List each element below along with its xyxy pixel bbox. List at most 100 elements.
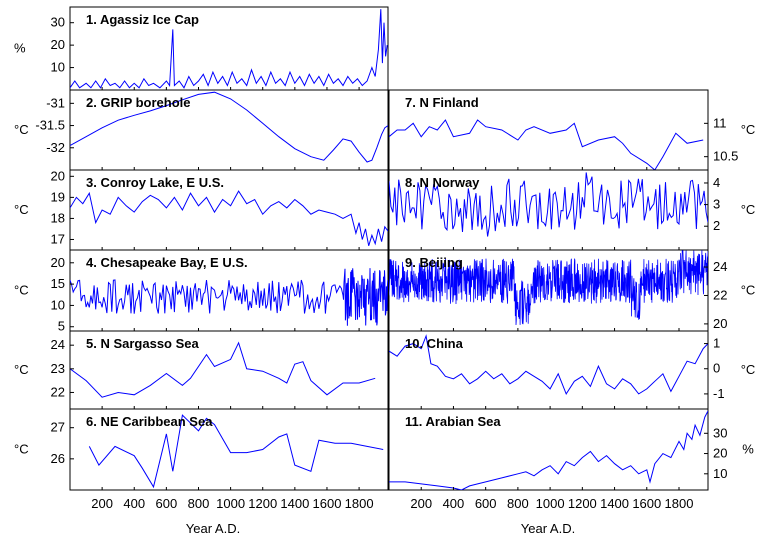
x-tick-label: 1200 <box>248 496 277 511</box>
panel-1: 10 20 30 1. Agassiz Ice Cap% <box>14 6 389 91</box>
y-tick-label: -31.5 <box>35 118 65 133</box>
x-tick-labels: 200 400 600 800 1000 1200 1400 1600 1800 200 400 60… <box>91 496 693 511</box>
panel-title: 10. China <box>405 336 464 351</box>
panel-3: 17 18 19 20 3. Conroy Lake, E U.S. °C <box>14 168 389 251</box>
panel-frame <box>69 6 389 91</box>
y-tick-label: 15 <box>51 276 65 291</box>
x-tick-label: 1200 <box>568 496 597 511</box>
series-line <box>389 250 708 326</box>
x-tick-label: 600 <box>156 496 178 511</box>
x-tick-label: 1000 <box>216 496 245 511</box>
unit-label: °C <box>14 202 29 217</box>
x-tick-label: 1800 <box>665 496 694 511</box>
panel-title: 5. N Sargasso Sea <box>86 336 199 351</box>
unit-label: °C <box>14 283 29 298</box>
series-line <box>70 91 388 163</box>
series-line <box>389 410 708 490</box>
x-tick-label: 400 <box>123 496 145 511</box>
panel-frame <box>388 169 709 251</box>
y-tick-label: 20 <box>51 255 65 270</box>
panel-title: 6. NE Caribbean Sea <box>86 414 213 429</box>
x-tick-label: 800 <box>188 496 210 511</box>
y-tick-label: -32 <box>46 140 65 155</box>
y-tick-label: 30 <box>713 425 727 440</box>
unit-label: °C <box>741 122 756 137</box>
y-tick-label: 10 <box>51 297 65 312</box>
panel-frame <box>69 330 389 410</box>
y-tick-label: 22 <box>713 287 727 302</box>
unit-label: °C <box>741 283 756 298</box>
panel-10: -1 0 1 10. China °C <box>388 330 756 410</box>
y-tick-label: 10 <box>51 60 65 75</box>
unit-label: °C <box>14 362 29 377</box>
panel-frame <box>69 89 389 171</box>
x-tick-label: 400 <box>443 496 465 511</box>
y-tick-label: 5 <box>58 319 65 334</box>
y-tick-label: -31 <box>46 95 65 110</box>
y-tick-label: -1 <box>713 386 725 401</box>
y-tick-label: 19 <box>51 189 65 204</box>
x-tick-label: 200 <box>410 496 432 511</box>
panel-8: 2 3 4 8. N Norway °C <box>388 169 756 251</box>
series-line <box>70 268 388 326</box>
panel-4: 5 10 15 20 4. Chesapeake Bay, E U.S. °C <box>14 249 389 334</box>
y-tick-label: 18 <box>51 210 65 225</box>
series-line <box>70 190 388 246</box>
y-tick-label: 27 <box>51 420 65 435</box>
panel-2: -31 -31.5 -32 2. GRIP borehole °C <box>14 89 389 171</box>
y-tick-label: 23 <box>51 361 65 376</box>
panel-title: 1. Agassiz Ice Cap <box>86 12 199 27</box>
y-tick-label: 10.5 <box>713 149 738 164</box>
series-line <box>389 172 708 237</box>
series-line <box>70 341 376 398</box>
y-tick-label: 22 <box>51 384 65 399</box>
y-tick-label: 20 <box>713 446 727 461</box>
series-line <box>389 119 704 170</box>
y-tick-label: 17 <box>51 231 65 246</box>
x-tick-label: 1600 <box>313 496 342 511</box>
y-tick-label: 0 <box>713 361 720 376</box>
unit-label: % <box>742 442 754 457</box>
unit-label: °C <box>14 442 29 457</box>
panel-11: 10 20 30 11. Arabian Sea% <box>388 408 754 491</box>
y-tick-label: 24 <box>713 259 727 274</box>
panel-title: 8. N Norway <box>405 175 480 190</box>
unit-label: % <box>14 41 26 56</box>
y-tick-label: 10 <box>713 466 727 481</box>
y-tick-label: 11 <box>713 115 727 130</box>
panel-6: 26 27 6. NE Caribbean Sea °C <box>14 408 389 491</box>
y-tick-label: 1 <box>713 336 720 351</box>
panel-5: 22 23 24 5. N Sargasso Sea °C <box>14 330 389 410</box>
panel-frame <box>388 408 709 491</box>
unit-label: °C <box>741 362 756 377</box>
panel-title: 2. GRIP borehole <box>86 95 191 110</box>
panel-title: 3. Conroy Lake, E U.S. <box>86 175 224 190</box>
x-tick-label: 1400 <box>600 496 629 511</box>
x-axis-label-left: Year A.D. <box>186 521 240 536</box>
y-tick-label: 4 <box>713 175 720 190</box>
x-tick-label: 1800 <box>345 496 374 511</box>
y-tick-label: 20 <box>713 316 727 331</box>
unit-label: °C <box>741 202 756 217</box>
x-tick-label: 1600 <box>632 496 661 511</box>
unit-label: °C <box>14 122 29 137</box>
panel-frame <box>388 330 709 410</box>
panel-frame <box>388 89 709 171</box>
x-tick-label: 1000 <box>536 496 565 511</box>
panel-title: 7. N Finland <box>405 95 479 110</box>
y-tick-label: 2 <box>713 218 720 233</box>
panel-frame <box>69 249 389 332</box>
series-line <box>389 334 708 395</box>
panel-title: 4. Chesapeake Bay, E U.S. <box>86 255 248 270</box>
x-tick-label: 600 <box>475 496 497 511</box>
y-tick-label: 20 <box>51 168 65 183</box>
series-line <box>70 9 388 89</box>
x-tick-label: 1400 <box>280 496 309 511</box>
panel-title: 11. Arabian Sea <box>405 414 501 429</box>
panel-title: 9. Beijing <box>405 255 463 270</box>
y-tick-label: 24 <box>51 337 65 352</box>
x-tick-label: 800 <box>507 496 529 511</box>
y-tick-label: 30 <box>51 15 65 30</box>
